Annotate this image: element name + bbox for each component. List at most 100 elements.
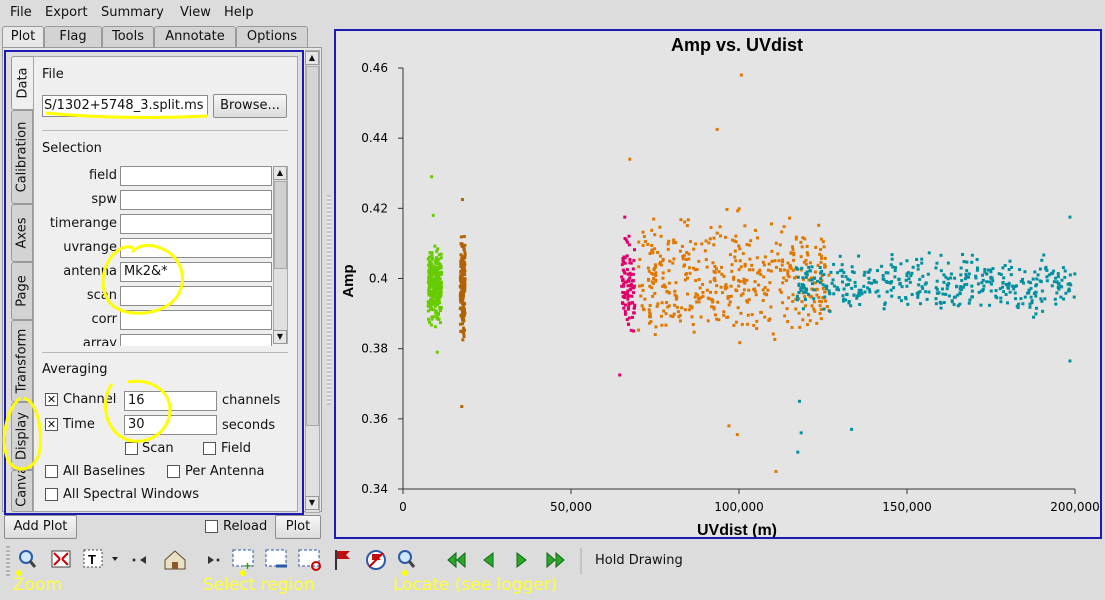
tab-options[interactable]: Options — [236, 26, 308, 48]
data-point — [672, 238, 676, 242]
add-plot-button[interactable]: Add Plot — [4, 515, 77, 539]
time-avg-input[interactable]: 30 — [124, 415, 217, 435]
time-checkbox[interactable]: ✕ — [45, 418, 58, 431]
side-tab-axes[interactable]: Axes — [11, 204, 33, 262]
data-point — [820, 274, 824, 278]
menu-summary[interactable]: Summary — [101, 5, 164, 20]
remove-region-icon[interactable] — [265, 549, 287, 568]
data-point — [825, 287, 829, 291]
data-point — [899, 299, 903, 303]
data-point — [649, 320, 653, 324]
spw-input[interactable] — [120, 190, 272, 210]
menu-view[interactable]: View — [180, 5, 211, 20]
side-tab-calibration[interactable]: Calibration — [11, 110, 33, 204]
zoom-fit-icon[interactable] — [51, 550, 71, 568]
clear-region-icon[interactable] — [298, 549, 321, 571]
data-point — [679, 218, 683, 222]
data-point — [904, 297, 908, 301]
tab-plot[interactable]: Plot — [2, 26, 44, 49]
channel-avg-input[interactable]: 16 — [124, 391, 217, 411]
scan-checkbox[interactable] — [125, 442, 138, 455]
timerange-input[interactable] — [120, 214, 272, 234]
data-point — [768, 281, 772, 285]
home-icon[interactable] — [164, 550, 186, 570]
plot-button[interactable]: Plot — [275, 515, 321, 539]
array-input[interactable] — [120, 334, 272, 346]
reload-checkbox[interactable] — [205, 520, 218, 533]
all-baselines-checkbox[interactable] — [45, 465, 58, 478]
browse-button[interactable]: Browse... — [213, 94, 287, 118]
all-spw-checkbox[interactable] — [45, 488, 58, 501]
data-point — [654, 278, 658, 282]
data-point — [897, 296, 901, 300]
scan-input[interactable] — [120, 286, 272, 306]
channel-checkbox[interactable]: ✕ — [45, 393, 58, 406]
side-tab-data[interactable]: Data — [11, 56, 33, 110]
data-point — [1066, 282, 1070, 286]
antenna-input[interactable]: Mk2&* — [120, 262, 272, 282]
selection-scroll-up-icon[interactable]: ▲ — [273, 166, 287, 180]
file-path-input[interactable]: S/1302+5748_3.split.ms — [42, 95, 208, 117]
left-scroll-up-icon[interactable]: ▲ — [305, 51, 319, 65]
hold-drawing-label[interactable]: Hold Drawing — [595, 553, 683, 568]
data-point — [820, 300, 824, 304]
data-point — [794, 307, 798, 311]
data-point — [893, 266, 897, 270]
data-point — [722, 274, 726, 278]
series-0 — [426, 175, 443, 354]
uvrange-input[interactable] — [120, 238, 272, 258]
flag-icon[interactable] — [335, 550, 350, 570]
select-region-icon[interactable]: + — [232, 549, 254, 573]
data-point — [672, 257, 676, 261]
scatter-chart[interactable]: Amp vs. UVdist UVdist (m) Amp 0 50,000 100… — [336, 31, 1100, 537]
per-antenna-checkbox[interactable] — [167, 465, 180, 478]
selection-scroll-thumb[interactable] — [274, 181, 287, 269]
tab-flag[interactable]: Flag — [44, 26, 102, 48]
data-point — [461, 322, 465, 326]
data-point — [743, 224, 747, 228]
side-tab-page[interactable]: Page — [11, 262, 33, 320]
tab-annotate[interactable]: Annotate — [154, 26, 236, 48]
data-point — [990, 276, 994, 280]
data-point — [435, 261, 439, 265]
data-point — [981, 273, 985, 277]
text-tool-icon[interactable]: T — [83, 549, 118, 568]
corr-input[interactable] — [120, 310, 272, 330]
side-tab-transform[interactable]: Transform — [11, 320, 33, 402]
unflag-icon[interactable] — [366, 550, 386, 570]
last-icon[interactable] — [546, 551, 565, 569]
select-region-annotation: Select region — [203, 575, 315, 595]
data-point — [1047, 273, 1051, 277]
field-input[interactable] — [120, 166, 272, 186]
menu-file[interactable]: File — [10, 5, 32, 20]
locate-icon[interactable] — [398, 550, 416, 568]
tab-tools[interactable]: Tools — [102, 26, 154, 48]
side-tab-canvas[interactable]: Canvas — [11, 470, 33, 512]
data-point — [801, 277, 805, 281]
back-icon[interactable] — [483, 551, 494, 569]
zoom-icon[interactable] — [19, 550, 37, 568]
data-point — [979, 303, 983, 307]
data-point — [697, 300, 701, 304]
left-scroll-down-icon[interactable]: ▼ — [305, 496, 319, 510]
data-point — [827, 289, 831, 293]
data-point — [774, 469, 778, 473]
data-point — [807, 278, 811, 282]
forward-icon[interactable] — [516, 551, 527, 569]
first-icon[interactable] — [447, 551, 466, 569]
next-icon[interactable] — [208, 556, 220, 564]
data-point — [430, 284, 434, 288]
prev-icon[interactable] — [132, 556, 147, 564]
selection-scroll-down-icon[interactable]: ▼ — [273, 330, 287, 344]
data-point — [462, 263, 466, 267]
left-scroll-thumb[interactable] — [306, 66, 319, 426]
data-point — [892, 286, 896, 290]
splitter-handle[interactable] — [327, 195, 331, 405]
data-point — [1056, 272, 1060, 276]
menu-help[interactable]: Help — [224, 5, 254, 20]
menu-export[interactable]: Export — [45, 5, 88, 20]
data-point — [705, 265, 709, 269]
data-point — [771, 332, 775, 336]
field-checkbox[interactable] — [203, 442, 216, 455]
side-tab-display[interactable]: Display — [11, 402, 33, 470]
